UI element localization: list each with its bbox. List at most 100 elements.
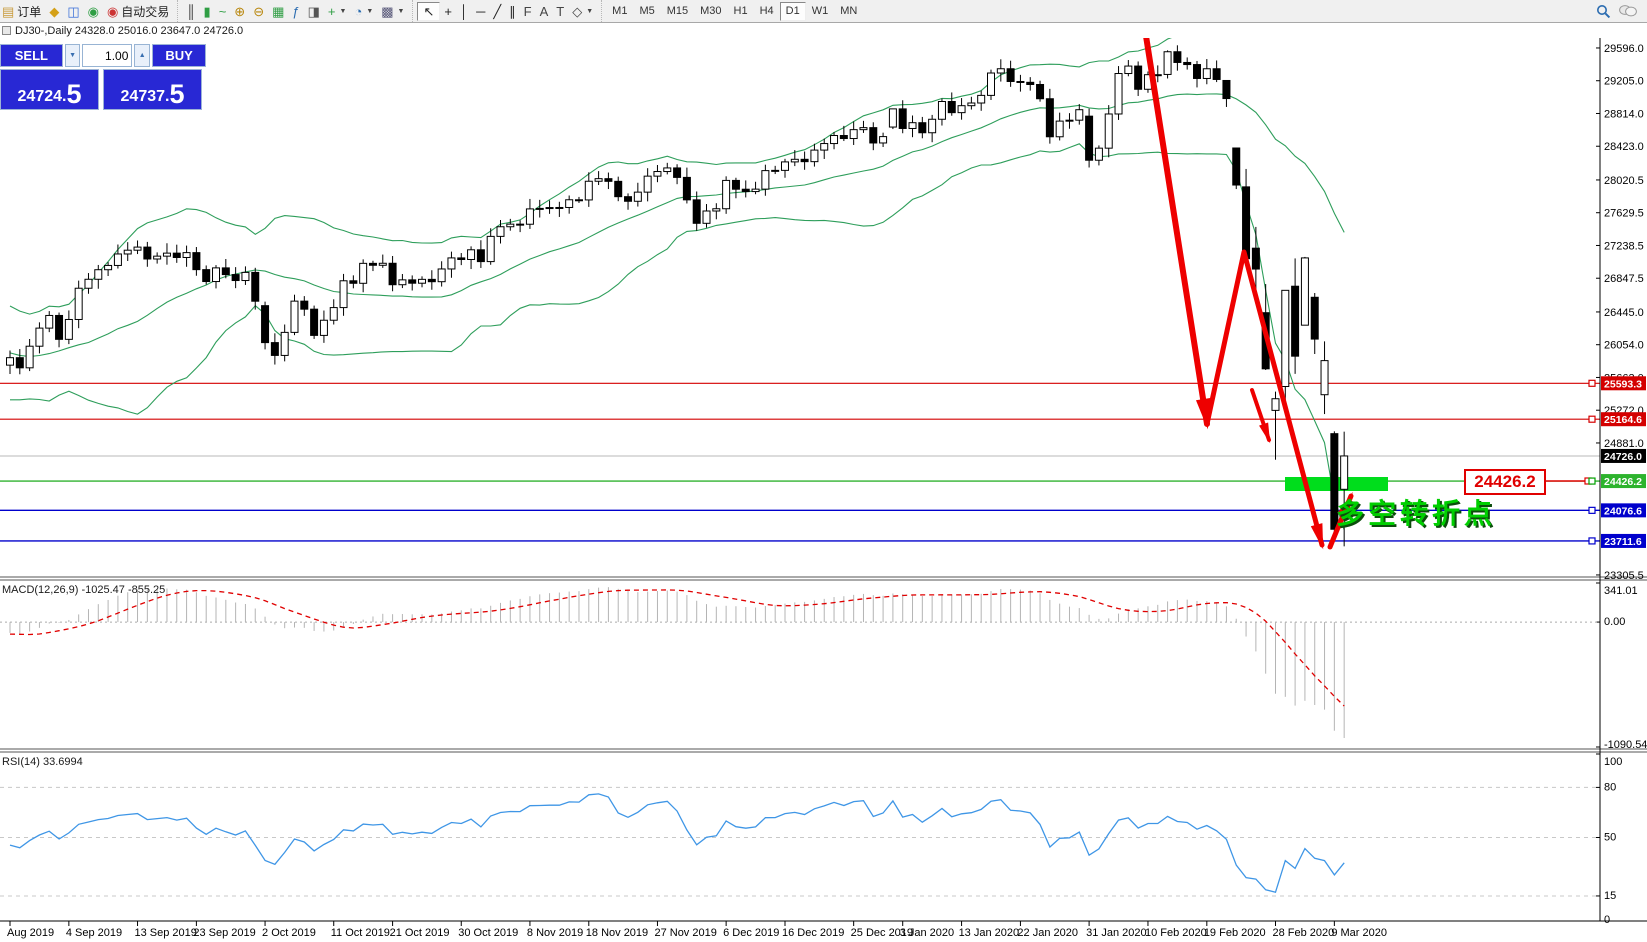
- price-chart[interactable]: 29596.0 29205.0 28814.0 28423.0 28020.5 27629…: [0, 38, 1647, 942]
- crosshair-icon: +: [444, 3, 452, 19]
- svg-text:22 Jan 2020: 22 Jan 2020: [1017, 927, 1078, 939]
- svg-text:26445.0: 26445.0: [1604, 307, 1644, 319]
- search-icon[interactable]: [1596, 4, 1611, 19]
- label-icon[interactable]: T: [552, 2, 568, 21]
- timeframe-h1-button[interactable]: H1: [728, 2, 754, 21]
- new-indicator-button[interactable]: + ▼: [324, 2, 351, 21]
- main-pane: [0, 38, 1600, 542]
- timeframe-m15-button[interactable]: M15: [661, 2, 694, 21]
- svg-text:-1090.54: -1090.54: [1604, 739, 1647, 751]
- timeframe-m5-button[interactable]: M5: [633, 2, 660, 21]
- sell-price[interactable]: 24724. 5: [0, 69, 99, 110]
- svg-text:23 Sep 2019: 23 Sep 2019: [193, 927, 255, 939]
- chevron-down-icon: ▼: [339, 7, 347, 15]
- toolbar-group-right: [1596, 4, 1647, 19]
- svg-text:18 Nov 2019: 18 Nov 2019: [586, 927, 648, 939]
- chart-window-icon[interactable]: ◆: [45, 2, 63, 21]
- timeframe-m30-button[interactable]: M30: [694, 2, 727, 21]
- svg-text:25 Dec 2019: 25 Dec 2019: [851, 927, 913, 939]
- volume-increase-button[interactable]: ▲: [134, 44, 151, 67]
- timeframe-m1-button[interactable]: M1: [606, 2, 633, 21]
- crosshair-icon[interactable]: +: [440, 2, 456, 21]
- cursor-icon[interactable]: ↖: [417, 1, 441, 21]
- macd-pane: [0, 587, 1600, 738]
- line-chart-icon[interactable]: ~: [215, 2, 231, 21]
- buy-button[interactable]: BUY: [152, 44, 206, 67]
- autotrading-button: ◉: [106, 3, 119, 19]
- svg-text:29596.0: 29596.0: [1604, 43, 1644, 55]
- svg-text:19 Feb 2020: 19 Feb 2020: [1204, 927, 1266, 939]
- buy-price[interactable]: 24737. 5: [103, 69, 202, 110]
- svg-text:0.00: 0.00: [1604, 616, 1625, 628]
- svg-text:100: 100: [1604, 756, 1622, 768]
- channel-icon: ∥: [509, 3, 516, 19]
- new-order-button[interactable]: ▤ 订单: [0, 2, 45, 21]
- strategy-tester-icon[interactable]: ▩ ▼: [377, 2, 408, 21]
- bollinger-band: [9, 38, 1173, 315]
- chart-title: DJ30-,Daily 24328.0 25016.0 23647.0 2472…: [15, 24, 244, 37]
- tile-windows-icon: ▦: [272, 3, 285, 19]
- timeframe-mn-button[interactable]: MN: [834, 2, 863, 21]
- axis-price-label: [1601, 376, 1646, 391]
- text-icon[interactable]: A: [536, 2, 553, 21]
- bollinger-band: [9, 93, 1345, 358]
- one-click-trading-panel: SELL ▼ ▲ BUY 24724.5 24737.5: [0, 44, 206, 110]
- profiles-icon[interactable]: ◫: [63, 2, 83, 21]
- line-chart-icon: ~: [218, 3, 227, 19]
- autotrading-button[interactable]: ◉ 自动交易: [103, 2, 173, 21]
- channel-icon[interactable]: ∥: [505, 2, 520, 21]
- svg-text:24076.6: 24076.6: [1604, 505, 1642, 517]
- horizontal-line-icon[interactable]: ─: [472, 2, 489, 21]
- vertical-line-icon[interactable]: │: [456, 2, 472, 21]
- timeframe-h4-button[interactable]: H4: [754, 2, 780, 21]
- indicators-icon[interactable]: ƒ: [288, 2, 303, 21]
- svg-text:28814.0: 28814.0: [1604, 108, 1644, 120]
- svg-text:28020.5: 28020.5: [1604, 175, 1644, 187]
- toolbar-group-timeframes: M1 M5 M15 M30 H1 H4 D1 W1 MN: [601, 0, 867, 22]
- candlestick-icon[interactable]: ▮: [200, 2, 215, 21]
- chart-window-icon: ◆: [49, 3, 60, 19]
- macd-signal-line: [9, 589, 1345, 707]
- horizontal-line-icon: ─: [476, 3, 486, 19]
- level-handle: [1588, 477, 1596, 485]
- text-icon: A: [539, 3, 549, 19]
- bar-chart-icon[interactable]: ║: [182, 2, 199, 21]
- toolbar-group-trading: ▤ 订单 ◆ ◫ ◉ ◉ 自动交易: [0, 0, 177, 22]
- svg-text:23305.5: 23305.5: [1604, 570, 1644, 582]
- zoom-out-icon[interactable]: ⊖: [249, 2, 268, 21]
- main-toolbar: ▤ 订单 ◆ ◫ ◉ ◉ 自动交易 ║ ▮ ~ ⊕ ⊖ ▦ ƒ ◨ + ▼ ◔ ▼ ▩ ▼ ↖ + │ ─ ╱ ∥ F A T ◇ ▼ M…: [0, 0, 1647, 23]
- svg-text:16 Dec 2019: 16 Dec 2019: [782, 927, 844, 939]
- chat-icon[interactable]: [1619, 4, 1637, 18]
- zoom-in-icon: ⊕: [234, 3, 246, 19]
- timeframe-w1-button[interactable]: W1: [806, 2, 835, 21]
- svg-text:2 Oct 2019: 2 Oct 2019: [262, 927, 316, 939]
- fibonacci-icon[interactable]: F: [520, 2, 536, 21]
- svg-text:25593.3: 25593.3: [1604, 378, 1642, 390]
- trendline-icon[interactable]: ╱: [489, 2, 505, 21]
- red-arrow: [1143, 38, 1210, 427]
- shapes-icon[interactable]: ◇ ▼: [568, 2, 597, 21]
- volume-decrease-button[interactable]: ▼: [64, 44, 81, 67]
- svg-text:0: 0: [1604, 914, 1610, 926]
- trend-arrows: [1143, 38, 1596, 550]
- objects-icon[interactable]: ◨: [304, 2, 324, 21]
- svg-text:28 Feb 2020: 28 Feb 2020: [1272, 927, 1334, 939]
- volume-input[interactable]: [82, 44, 133, 67]
- vertical-line-icon: │: [459, 3, 469, 19]
- broadcast-icon[interactable]: ◉: [84, 2, 103, 21]
- axis-price-label: [1601, 448, 1646, 463]
- timeframe-clock-button[interactable]: ◔ ▼: [350, 2, 377, 21]
- arrowhead-icon: [1310, 523, 1324, 550]
- sell-button[interactable]: SELL: [0, 44, 63, 67]
- zoom-in-icon[interactable]: ⊕: [230, 2, 249, 21]
- tile-windows-icon[interactable]: ▦: [268, 2, 288, 21]
- chevron-down-icon: ▼: [366, 7, 374, 15]
- fibonacci-icon: F: [523, 3, 532, 19]
- timeframe-clock-button: ◔: [354, 3, 363, 19]
- price-annotation-box[interactable]: 24426.2: [1464, 469, 1546, 495]
- svg-text:10 Feb 2020: 10 Feb 2020: [1145, 927, 1207, 939]
- svg-text:27 Nov 2019: 27 Nov 2019: [654, 927, 716, 939]
- timeframe-d1-button[interactable]: D1: [779, 1, 806, 21]
- label-icon: T: [556, 3, 565, 19]
